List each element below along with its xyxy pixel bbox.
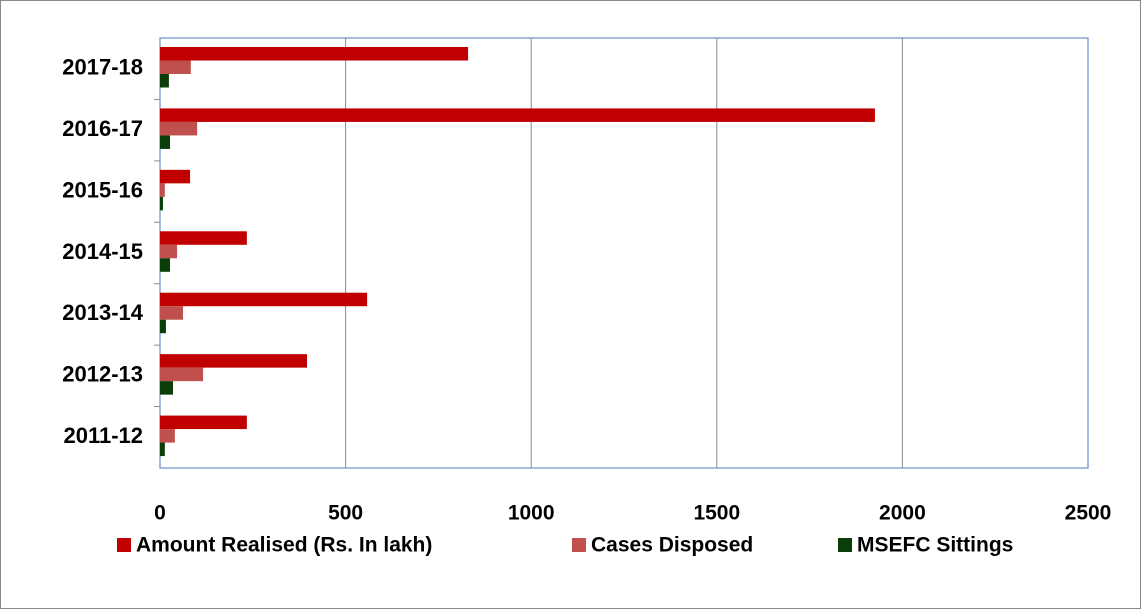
bar bbox=[160, 74, 169, 88]
bar bbox=[160, 60, 191, 74]
bar bbox=[160, 244, 178, 259]
legend-label: Cases Disposed bbox=[591, 534, 753, 557]
legend-swatch bbox=[117, 538, 131, 552]
y-tick-label: 2015-16 bbox=[62, 177, 143, 202]
bar bbox=[160, 135, 171, 149]
bar bbox=[160, 319, 166, 334]
bar bbox=[160, 121, 198, 136]
bar bbox=[160, 367, 204, 382]
bar bbox=[160, 47, 469, 61]
bar bbox=[160, 108, 875, 122]
x-tick-label: 500 bbox=[328, 502, 363, 525]
x-tick-label: 0 bbox=[154, 502, 166, 525]
bar bbox=[160, 381, 173, 395]
y-tick-label: 2011-12 bbox=[63, 423, 143, 448]
y-tick-label: 2012-13 bbox=[62, 362, 143, 387]
y-tick-label: 2017-18 bbox=[62, 55, 143, 80]
x-tick-label: 1000 bbox=[508, 502, 555, 525]
bar bbox=[160, 292, 368, 307]
x-tick-label: 2500 bbox=[1065, 502, 1112, 525]
bar bbox=[160, 306, 184, 320]
bar bbox=[160, 415, 247, 430]
legend-swatch bbox=[838, 538, 852, 552]
y-tick-label: 2016-17 bbox=[62, 116, 143, 141]
bar bbox=[160, 196, 163, 211]
bar bbox=[160, 442, 165, 457]
y-tick-label: 2013-14 bbox=[62, 300, 144, 325]
legend-swatch bbox=[572, 538, 586, 552]
bar bbox=[160, 354, 307, 368]
y-tick-label: 2014-15 bbox=[62, 239, 143, 264]
bar bbox=[160, 258, 171, 272]
legend-label: MSEFC Sittings bbox=[857, 534, 1013, 557]
x-tick-label: 2000 bbox=[879, 502, 926, 525]
bar bbox=[160, 169, 191, 184]
bar bbox=[160, 231, 247, 245]
x-tick-label: 1500 bbox=[693, 502, 740, 525]
bar bbox=[160, 183, 165, 197]
bar bbox=[160, 429, 175, 443]
legend-label: Amount Realised (Rs. In lakh) bbox=[136, 534, 432, 557]
